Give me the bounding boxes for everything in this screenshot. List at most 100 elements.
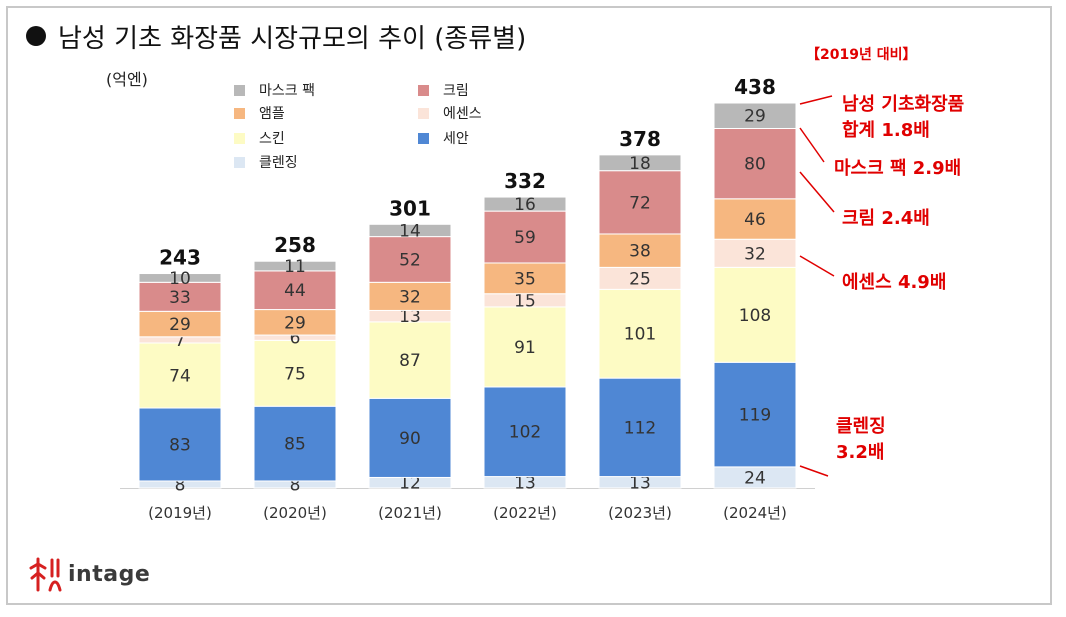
bar-segment <box>483 386 567 478</box>
legend-item-essence: 에센스 <box>418 103 482 123</box>
annotation-leader-line <box>799 255 835 277</box>
annotation-leader-line <box>799 171 835 213</box>
bar-segment <box>368 236 452 283</box>
bar-value-label: 44 <box>284 281 306 301</box>
bar-value-label: 13 <box>629 473 651 493</box>
legend-swatch <box>234 157 245 168</box>
bar-segment <box>368 397 452 478</box>
legend-label: 앰플 <box>259 106 285 122</box>
bar-value-label: 38 <box>629 242 651 262</box>
bar-segment <box>253 260 337 272</box>
bar-value-label: 52 <box>399 250 421 270</box>
bar-value-label: 13 <box>514 473 536 493</box>
legend-label: 클렌징 <box>259 155 298 171</box>
bar-total-label: 243 <box>159 246 201 270</box>
annotation-leader-line <box>799 127 825 163</box>
unit-label: (억엔) <box>106 70 148 89</box>
bar-value-label: 91 <box>514 338 536 358</box>
bar-segment <box>713 266 797 363</box>
bar-value-label: 87 <box>399 351 421 371</box>
legend-item-face-wash: 세안 <box>418 128 469 148</box>
legend-item-ampoule: 앰플 <box>234 103 285 123</box>
annotation-leader-line <box>799 465 829 477</box>
legend-label: 크림 <box>443 83 469 99</box>
x-tick-label: (2024년) <box>723 504 787 522</box>
legend-swatch <box>418 108 429 119</box>
legend-swatch <box>234 133 245 144</box>
annotation-cleansing: 클렌징 3.2배 <box>836 414 886 466</box>
bar-value-label: 25 <box>629 269 651 289</box>
legend-item-cream: 크림 <box>418 80 469 100</box>
x-tick-label: (2019년) <box>148 504 212 522</box>
bar-segment <box>483 196 567 212</box>
bar-value-label: 15 <box>514 291 536 311</box>
bar-segment <box>598 288 682 379</box>
bar-total-label: 332 <box>504 169 546 193</box>
legend-label: 세안 <box>443 131 469 147</box>
bar-segment <box>368 281 452 311</box>
bar-segment <box>598 154 682 172</box>
bar-segment <box>483 306 567 388</box>
intage-logo: intage <box>28 556 150 592</box>
annotation-cream: 크림 2.4배 <box>842 208 930 229</box>
bar-segment <box>138 281 222 312</box>
bar-segment <box>713 127 797 200</box>
bar-segment <box>598 233 682 268</box>
bar-value-label: 24 <box>744 468 766 488</box>
bar-value-label: 29 <box>169 315 191 335</box>
bar-value-label: 11 <box>284 257 306 277</box>
bar-value-label: 13 <box>399 307 421 327</box>
annotation-mask: 마스크 팩 2.9배 <box>834 158 962 179</box>
bar-value-label: 72 <box>629 193 651 213</box>
legend-item-skin: 스킨 <box>234 128 285 148</box>
bar-value-label: 90 <box>399 429 421 449</box>
annotation-essence: 에센스 4.9배 <box>842 272 947 293</box>
annotation-cleansing-line2: 3.2배 <box>836 442 885 463</box>
annotation-cleansing-line1: 클렌징 <box>836 416 886 437</box>
legend-swatch <box>418 85 429 96</box>
x-tick-label: (2022년) <box>493 504 557 522</box>
legend-item-cleansing: 클렌징 <box>234 152 298 172</box>
bar-value-label: 112 <box>624 418 656 438</box>
bar-value-label: 74 <box>169 366 191 386</box>
bar-value-label: 85 <box>284 435 306 455</box>
legend-label: 마스크 팩 <box>259 83 315 99</box>
bar-total-label: 378 <box>619 127 661 151</box>
bar-segment <box>713 102 797 129</box>
bar-total-label: 258 <box>274 233 316 257</box>
bar-value-label: 32 <box>399 287 421 307</box>
legend-item-mask: 마스크 팩 <box>234 80 315 100</box>
annotation-total: 남성 기초화장품 합계 1.8배 <box>842 92 964 144</box>
bar-segment <box>138 342 222 409</box>
comparison-title: 【2019년 대비】 <box>806 47 917 63</box>
bar-segment <box>483 210 567 264</box>
bar-segment <box>598 170 682 235</box>
bar-value-label: 33 <box>169 288 191 308</box>
bar-value-label: 6 <box>290 329 301 349</box>
bar-value-label: 75 <box>284 364 306 384</box>
bar-segment <box>368 321 452 399</box>
legend-swatch <box>234 85 245 96</box>
x-tick-label: (2021년) <box>378 504 442 522</box>
bar-value-label: 29 <box>284 313 306 333</box>
x-tick-label: (2020년) <box>263 504 327 522</box>
legend-label: 에센스 <box>443 106 482 122</box>
bar-value-label: 83 <box>169 435 191 455</box>
legend-swatch <box>418 133 429 144</box>
bar-value-label: 59 <box>514 228 536 248</box>
bar-segment <box>598 377 682 478</box>
logo-text: intage <box>68 561 151 587</box>
bar-value-label: 14 <box>399 221 421 241</box>
bar-segment <box>138 310 222 338</box>
bar-value-label: 29 <box>744 107 766 127</box>
annotation-leader-line <box>799 95 833 105</box>
bar-value-label: 108 <box>739 306 771 326</box>
annotation-total-line1: 남성 기초화장품 <box>842 94 965 115</box>
bar-segment <box>253 339 337 407</box>
bar-segment <box>253 405 337 482</box>
bullet-icon <box>26 26 46 46</box>
bar-value-label: 101 <box>624 325 656 345</box>
bar-total-label: 438 <box>734 75 776 99</box>
annotation-total-line2: 합계 1.8배 <box>842 120 930 141</box>
